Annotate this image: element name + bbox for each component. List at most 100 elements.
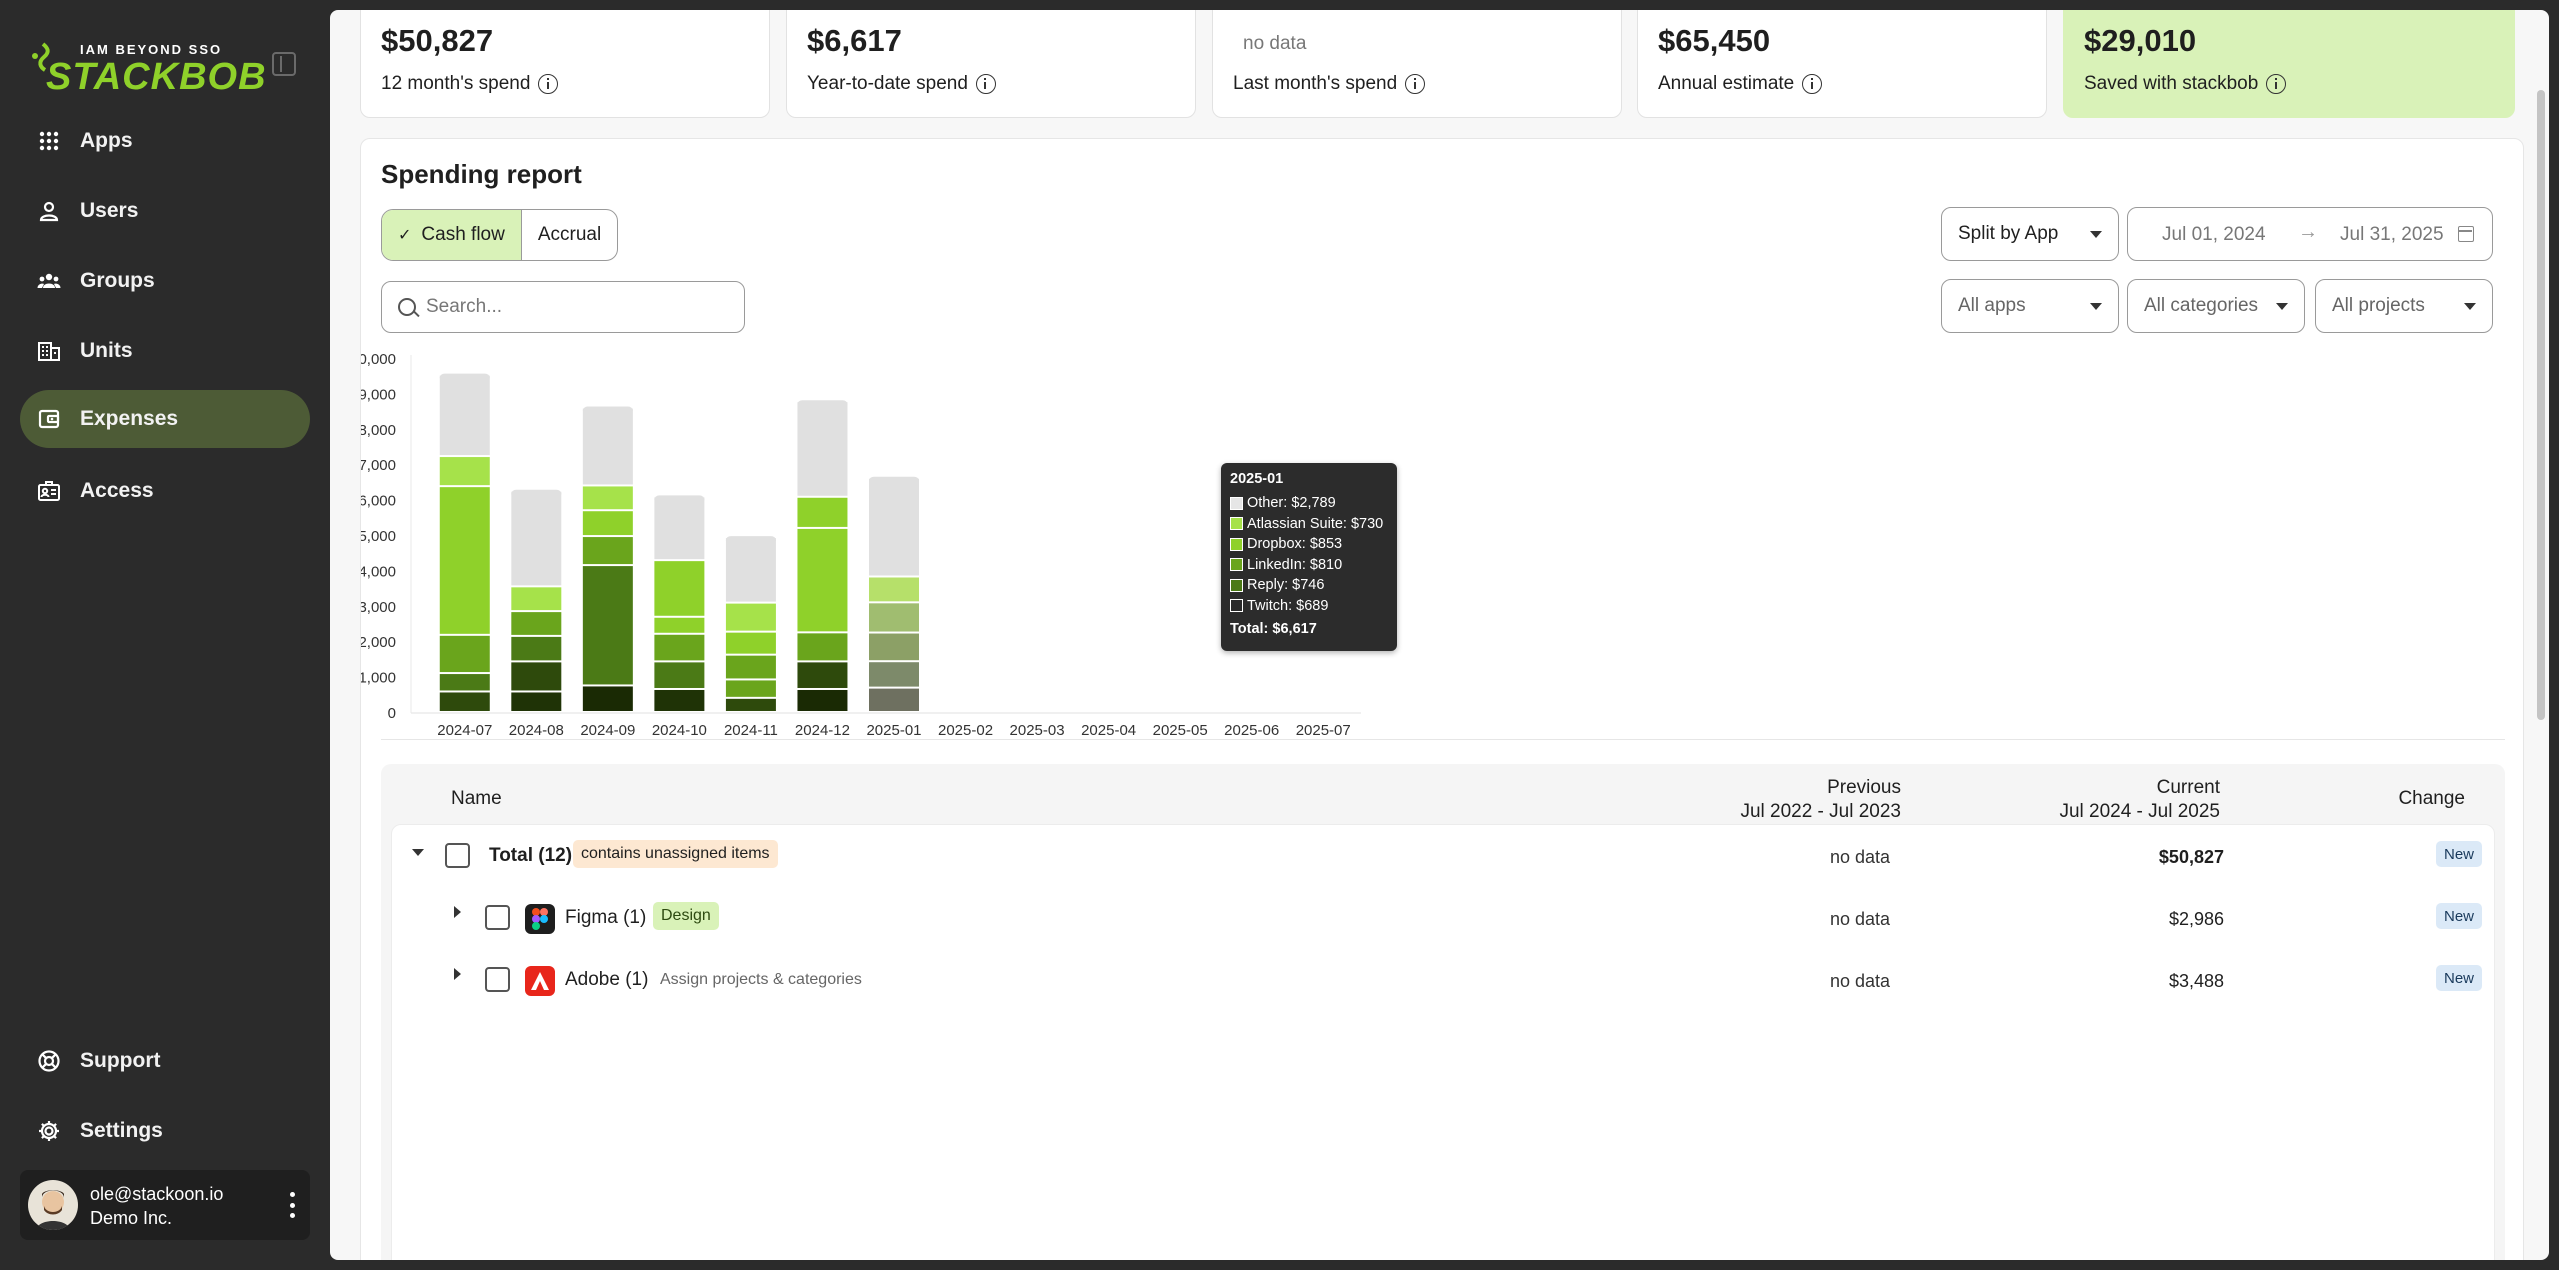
- bar-segment[interactable]: [725, 698, 776, 711]
- collapse-icon[interactable]: [412, 849, 424, 856]
- bar-segment[interactable]: [582, 566, 633, 685]
- bar-segment[interactable]: [582, 537, 633, 565]
- bar-segment[interactable]: [511, 491, 562, 586]
- accrual-toggle[interactable]: Accrual: [537, 224, 602, 245]
- bar-segment[interactable]: [439, 487, 490, 634]
- bar-segment[interactable]: [511, 636, 562, 661]
- x-tick-label: 2025-05: [1153, 722, 1208, 739]
- bar-segment[interactable]: [439, 674, 490, 691]
- scrollbar[interactable]: [2537, 90, 2545, 720]
- bar-segment[interactable]: [511, 662, 562, 691]
- column-header-change[interactable]: Change: [2398, 788, 2465, 809]
- y-tick-label: 1,000: [361, 670, 396, 687]
- stat-label: Year-to-date spend: [807, 73, 996, 95]
- tooltip-total: Total: $6,617: [1230, 621, 1317, 637]
- bar-segment[interactable]: [797, 662, 848, 688]
- tooltip-row: Atlassian Suite: $730: [1230, 514, 1397, 535]
- nav-item-support[interactable]: Support: [20, 1032, 310, 1090]
- y-tick-label: 9,000: [361, 386, 396, 403]
- bar-segment[interactable]: [582, 686, 633, 711]
- nav-item-access[interactable]: Access: [20, 462, 310, 520]
- more-options-icon[interactable]: [290, 1192, 296, 1218]
- bar-segment[interactable]: [725, 632, 776, 654]
- collapse-sidebar-icon[interactable]: [272, 52, 296, 76]
- search-input[interactable]: [426, 296, 726, 318]
- bar-segment[interactable]: [797, 633, 848, 661]
- row-checkbox[interactable]: [485, 967, 510, 992]
- y-tick-label: 4,000: [361, 563, 396, 580]
- apps-filter-select[interactable]: All apps: [1941, 279, 2119, 333]
- bar-segment[interactable]: [869, 478, 919, 576]
- column-header-previous[interactable]: Previous Jul 2022 - Jul 2023: [1740, 777, 1901, 822]
- nav-label: Settings: [80, 1119, 163, 1142]
- cashflow-toggle[interactable]: ✓ Cash flow: [382, 210, 522, 260]
- bar-segment[interactable]: [654, 662, 705, 688]
- stackbob-logo[interactable]: IAM BEYOND SSO STACKBOB: [30, 38, 266, 98]
- bar-segment[interactable]: [797, 528, 848, 632]
- row-checkbox[interactable]: [485, 905, 510, 930]
- bar-segment[interactable]: [797, 689, 848, 711]
- user-email: ole@stackoon.io: [90, 1184, 224, 1204]
- bar-segment[interactable]: [439, 457, 490, 486]
- nav-item-units[interactable]: Units: [20, 322, 310, 380]
- table-row-adobe[interactable]: Adobe (1) Assign projects & categories n…: [392, 949, 2496, 1011]
- info-icon[interactable]: [2266, 74, 2287, 94]
- bar-segment[interactable]: [869, 633, 919, 661]
- bar-segment[interactable]: [797, 402, 848, 496]
- assign-hint-link[interactable]: Assign projects & categories: [660, 971, 862, 988]
- nav-item-apps[interactable]: Apps: [20, 112, 310, 170]
- x-tick-label: 2024-11: [724, 722, 778, 739]
- unassigned-badge: contains unassigned items: [573, 840, 778, 868]
- column-header-name[interactable]: Name: [451, 788, 502, 809]
- bar-segment[interactable]: [439, 635, 490, 673]
- nav-item-expenses[interactable]: Expenses: [20, 390, 310, 448]
- bar-segment[interactable]: [582, 486, 633, 510]
- bar-segment[interactable]: [654, 617, 705, 633]
- row-checkbox[interactable]: [445, 843, 470, 868]
- bar-segment[interactable]: [439, 375, 490, 456]
- check-icon: ✓: [398, 227, 412, 244]
- bar-segment[interactable]: [654, 634, 705, 661]
- bar-segment[interactable]: [869, 662, 919, 687]
- info-icon[interactable]: [1802, 74, 1823, 94]
- expand-icon[interactable]: [454, 968, 461, 980]
- bar-segment[interactable]: [582, 511, 633, 536]
- bar-segment[interactable]: [869, 577, 919, 602]
- expand-icon[interactable]: [454, 906, 461, 918]
- bar-segment[interactable]: [725, 603, 776, 631]
- bar-segment[interactable]: [654, 689, 705, 711]
- bar-segment[interactable]: [439, 692, 490, 711]
- bar-segment[interactable]: [725, 655, 776, 679]
- user-card[interactable]: ole@stackoon.io Demo Inc.: [20, 1170, 310, 1240]
- bar-segment[interactable]: [654, 561, 705, 616]
- bar-segment[interactable]: [869, 603, 919, 632]
- nav-item-users[interactable]: Users: [20, 182, 310, 240]
- tooltip-row: Reply: $746: [1230, 575, 1397, 596]
- column-header-current[interactable]: Current Jul 2024 - Jul 2025: [2059, 777, 2220, 822]
- categories-filter-select[interactable]: All categories: [2127, 279, 2305, 333]
- nav-item-groups[interactable]: Groups: [20, 252, 310, 310]
- nav-item-settings[interactable]: Settings: [20, 1102, 310, 1160]
- info-icon[interactable]: [975, 74, 996, 94]
- table-row-figma[interactable]: Figma (1) Design no data $2,986 New: [392, 887, 2496, 949]
- info-icon[interactable]: [538, 74, 559, 94]
- date-range-picker[interactable]: Jul 01, 2024 → Jul 31, 2025: [2127, 207, 2493, 261]
- table-row-total[interactable]: Total (12) contains unassigned items no …: [392, 825, 2496, 887]
- x-tick-label: 2024-09: [580, 722, 635, 739]
- bar-segment[interactable]: [511, 612, 562, 635]
- tooltip-row: Twitch: $689: [1230, 596, 1397, 617]
- nav-label: Support: [80, 1049, 161, 1072]
- bar-segment[interactable]: [725, 538, 776, 602]
- info-icon[interactable]: [1405, 74, 1426, 94]
- bar-segment[interactable]: [582, 408, 633, 485]
- bar-segment[interactable]: [511, 692, 562, 711]
- sidebar: IAM BEYOND SSO STACKBOB Apps Users Group…: [0, 0, 330, 1270]
- bar-segment[interactable]: [797, 497, 848, 527]
- bar-segment[interactable]: [869, 688, 919, 711]
- bar-segment[interactable]: [654, 497, 705, 560]
- bar-segment[interactable]: [725, 680, 776, 697]
- date-from: Jul 01, 2024: [2162, 224, 2266, 245]
- bar-segment[interactable]: [511, 587, 562, 611]
- split-by-select[interactable]: Split by App: [1941, 207, 2119, 261]
- projects-filter-select[interactable]: All projects: [2315, 279, 2493, 333]
